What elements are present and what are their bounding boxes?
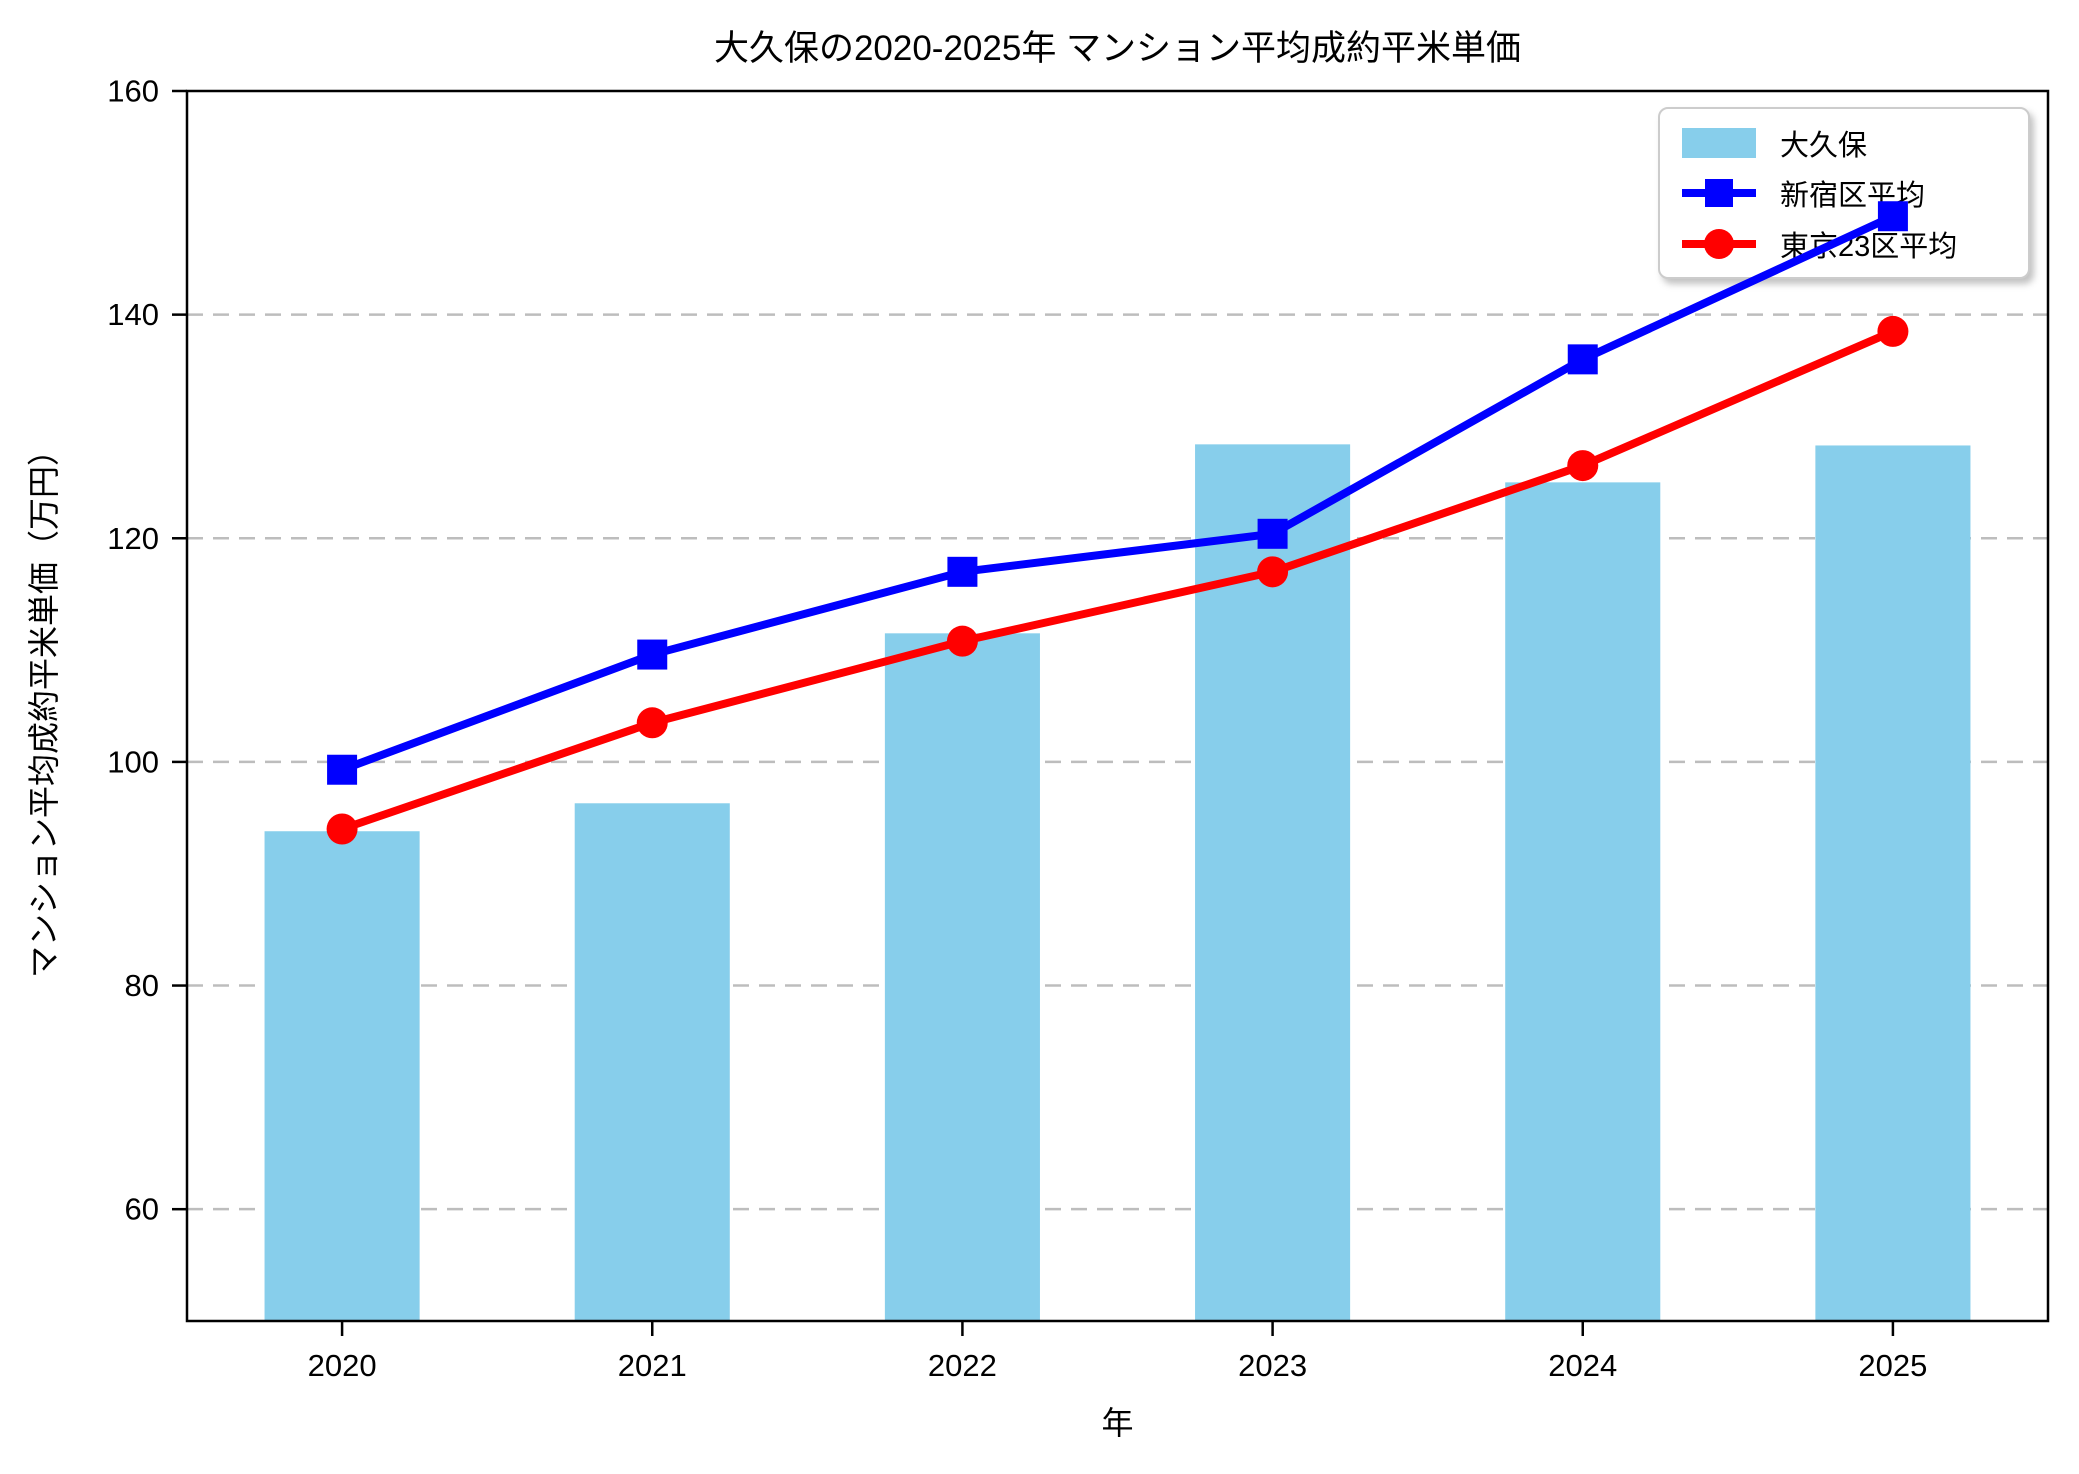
x-tick-label-2023: 2023 bbox=[1238, 1348, 1307, 1383]
marker-circle-2022 bbox=[946, 625, 978, 657]
red-circle-marker bbox=[1704, 228, 1734, 259]
marker-square-2025 bbox=[1877, 201, 1908, 232]
line-series-0 bbox=[340, 212, 1895, 774]
y-axis-label: マンション平均成約平米単価（万円） bbox=[26, 433, 62, 979]
bar-2020 bbox=[264, 831, 420, 1321]
red-line-circle-marker-icon bbox=[1682, 228, 1756, 259]
chart-title: 大久保の2020-2025年 マンション平均成約平米単価 bbox=[713, 29, 1522, 68]
bar-2023 bbox=[1195, 444, 1351, 1321]
marker-circle-2023 bbox=[1257, 556, 1289, 588]
y-tick-label-60: 60 bbox=[125, 1192, 159, 1227]
bar-2022 bbox=[884, 633, 1040, 1321]
x-tick-label-2024: 2024 bbox=[1548, 1348, 1617, 1383]
marker-square-2021 bbox=[637, 639, 668, 670]
bar-2024 bbox=[1505, 482, 1661, 1321]
y-tick-label-160: 160 bbox=[107, 74, 159, 109]
marker-circle-2025 bbox=[1877, 315, 1909, 347]
legend: 大久保 新宿区平均 東京23区平均 bbox=[1658, 107, 2030, 279]
marker-square-2022 bbox=[947, 556, 978, 587]
marker-square-2020 bbox=[327, 754, 358, 785]
marker-square-2023 bbox=[1257, 518, 1288, 549]
y-tick-label-140: 140 bbox=[107, 297, 159, 332]
y-tick-label-80: 80 bbox=[125, 968, 159, 1003]
x-tick-label-2025: 2025 bbox=[1858, 1348, 1927, 1383]
x-tick-label-2020: 2020 bbox=[308, 1348, 377, 1383]
marker-square-2024 bbox=[1567, 344, 1598, 375]
line-series-1 bbox=[340, 327, 1895, 833]
x-axis-label: 年 bbox=[1101, 1405, 1134, 1441]
marker-circle-2021 bbox=[636, 707, 668, 739]
marker-circle-2024 bbox=[1567, 450, 1599, 482]
x-tick-label-2022: 2022 bbox=[928, 1348, 997, 1383]
y-tick-label-120: 120 bbox=[107, 521, 159, 556]
plot-spines bbox=[185, 89, 2050, 1323]
marker-circle-2020 bbox=[326, 813, 358, 845]
legend-label-bar: 大久保 bbox=[1780, 129, 1868, 162]
blue-line-square-marker-icon bbox=[1682, 178, 1756, 208]
blue-square-marker bbox=[1705, 179, 1733, 207]
bar-2025 bbox=[1815, 445, 1971, 1321]
legend-entry-line-1: 東京23区平均 bbox=[1660, 223, 2028, 265]
bar-swatch-icon bbox=[1682, 127, 1756, 158]
x-tick-label-2021: 2021 bbox=[618, 1348, 687, 1383]
y-tick-label-100: 100 bbox=[107, 744, 159, 779]
legend-entry-bar: 大久保 bbox=[1660, 122, 2028, 164]
bar-2021 bbox=[574, 803, 730, 1321]
